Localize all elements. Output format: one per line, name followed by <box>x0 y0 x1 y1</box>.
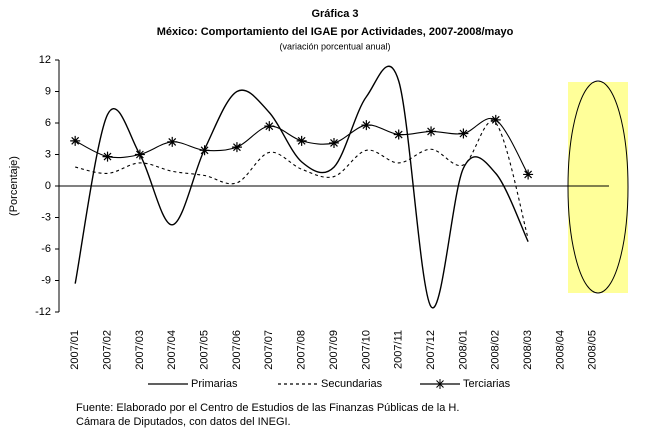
highlight-ellipse <box>567 80 629 294</box>
x-tick-label: 2007/12 <box>425 330 437 370</box>
point-marker <box>296 135 307 146</box>
x-tick-label: 2008/04 <box>554 330 566 370</box>
y-tick-label: 6 <box>45 117 51 129</box>
x-tick-label: 2007/03 <box>134 330 146 370</box>
point-marker <box>329 137 339 148</box>
point-marker <box>167 136 178 147</box>
source-line: Fuente: Elaborado por el Centro de Estud… <box>76 402 459 414</box>
y-tick-label: 0 <box>45 180 51 192</box>
x-tick-label: 2007/09 <box>328 330 340 370</box>
point-marker <box>70 135 81 146</box>
x-tick-label: 2008/05 <box>587 330 599 370</box>
chart-subtitle: México: Comportamiento del IGAE por Acti… <box>157 26 514 38</box>
source-line: Cámara de Diputados, con datos del INEGI… <box>76 416 291 428</box>
x-tick-label: 2007/02 <box>101 330 113 370</box>
x-tick-label: 2007/05 <box>198 330 210 370</box>
chart-note: (variación porcentual anual) <box>279 41 390 51</box>
y-tick-label: -3 <box>41 211 51 223</box>
point-marker <box>199 145 210 156</box>
point-marker <box>231 142 242 153</box>
legend-marker <box>435 379 445 389</box>
series-line <box>74 117 529 175</box>
y-tick-label: 12 <box>39 54 51 66</box>
point-marker <box>458 128 469 139</box>
x-tick-label: 2007/08 <box>296 330 308 370</box>
y-tick-label: 9 <box>45 85 51 97</box>
x-tick-label: 2007/07 <box>263 330 275 370</box>
series-line <box>74 65 529 309</box>
series-line <box>75 120 529 239</box>
y-tick-label: -6 <box>41 243 51 255</box>
point-marker <box>134 149 145 160</box>
point-marker <box>523 169 534 180</box>
chart-title: Gráfica 3 <box>311 8 358 20</box>
x-tick-label: 2007/06 <box>231 330 243 370</box>
point-marker <box>264 121 275 132</box>
y-axis-label: (Porcentaje) <box>8 156 20 216</box>
point-marker <box>490 114 501 125</box>
legend-label: Primarias <box>191 378 238 390</box>
legend-label: Terciarias <box>463 378 511 390</box>
point-marker <box>393 129 404 140</box>
legend-label: Secundarias <box>321 378 383 390</box>
point-marker <box>361 120 372 131</box>
point-marker <box>426 126 437 137</box>
point-marker <box>102 151 113 162</box>
x-tick-label: 2008/01 <box>457 330 469 370</box>
y-tick-label: 3 <box>45 148 51 160</box>
x-tick-label: 2008/03 <box>522 330 534 370</box>
x-tick-label: 2007/11 <box>393 330 405 369</box>
x-tick-label: 2007/01 <box>69 330 81 370</box>
y-tick-label: -12 <box>35 306 51 318</box>
y-tick-label: -9 <box>41 274 51 286</box>
highlight-box <box>568 82 628 293</box>
x-tick-label: 2007/10 <box>360 330 372 370</box>
x-tick-label: 2008/02 <box>490 330 502 370</box>
x-tick-label: 2007/04 <box>166 330 178 370</box>
